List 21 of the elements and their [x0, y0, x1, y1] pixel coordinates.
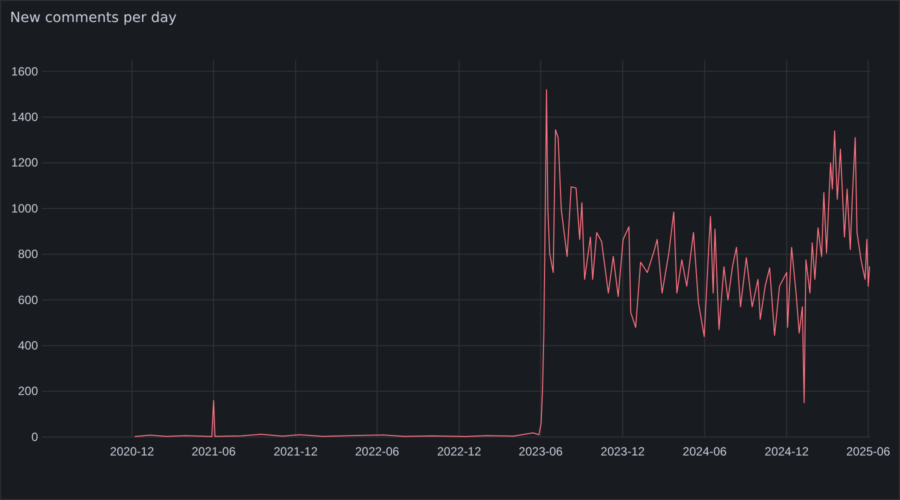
- line-series: [134, 89, 870, 438]
- y-tick-label: 600: [18, 292, 38, 307]
- y-tick-label: 200: [18, 384, 38, 398]
- x-tick-label: 2021-06: [192, 444, 236, 459]
- y-tick-label: 1200: [11, 156, 38, 170]
- x-tick-label: 2024-06: [682, 444, 728, 459]
- y-tick-label: 800: [18, 247, 38, 262]
- x-tick-label: 2023-12: [600, 444, 646, 459]
- y-tick-label: 1400: [11, 110, 38, 124]
- x-tick-label: 2020-12: [110, 444, 154, 459]
- y-tick-label: 1600: [11, 64, 38, 78]
- y-tick-label: 1000: [11, 201, 38, 216]
- y-tick-label: 400: [18, 338, 38, 352]
- x-tick-label: 2022-06: [355, 444, 400, 459]
- x-tick-label: 2023-06: [518, 444, 564, 459]
- y-tick-label: 0: [31, 430, 38, 444]
- x-tick-label: 2021-12: [274, 444, 318, 459]
- x-tick-label: 2025-06: [846, 444, 891, 459]
- x-tick-label: 2024-12: [764, 444, 810, 459]
- chart-title: New comments per day: [10, 10, 177, 26]
- x-tick-label: 2022-12: [437, 444, 482, 459]
